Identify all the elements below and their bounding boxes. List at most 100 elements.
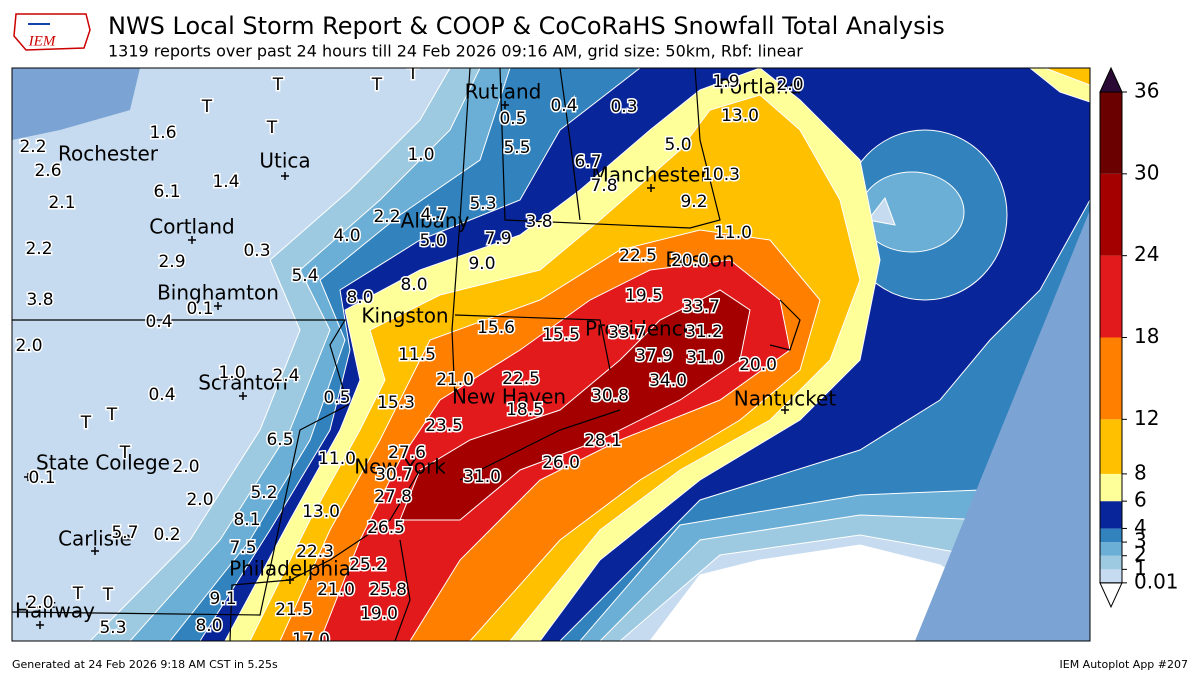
report-value: 8.0 <box>195 616 222 636</box>
report-value: 0.3 <box>243 241 270 261</box>
city-label: Halfway <box>15 599 95 623</box>
city-marker <box>647 184 655 192</box>
report-value: 9.2 <box>680 192 707 212</box>
report-value: 7.9 <box>484 229 511 249</box>
zone <box>867 196 896 226</box>
report-value: 22.3 <box>296 542 334 562</box>
colorbar-bin <box>1100 419 1122 474</box>
city-marker <box>281 172 289 180</box>
city-marker <box>286 576 294 584</box>
report-value: 0.4 <box>145 312 172 332</box>
colorbar-bin <box>1100 569 1122 583</box>
colorbar-tick-label: 3 <box>1134 529 1147 553</box>
report-value: 2.0 <box>186 490 213 510</box>
city-label: New York <box>354 455 446 479</box>
report-value: 1.6 <box>149 123 176 143</box>
report-value: T <box>371 75 383 95</box>
state-border <box>559 68 581 221</box>
state-border <box>451 68 471 401</box>
report-value: 23.5 <box>425 416 463 436</box>
report-value: 21.0 <box>317 580 355 600</box>
report-value: 5.5 <box>503 138 530 158</box>
report-value: 33.7 <box>682 297 720 317</box>
city-marker <box>188 236 196 244</box>
report-value: 5.0 <box>664 135 691 155</box>
report-value: 0.2 <box>153 525 180 545</box>
report-value: 0.5 <box>323 388 350 408</box>
colorbar-bin <box>1100 92 1122 174</box>
report-value: 26.5 <box>367 518 405 538</box>
report-value: 17.0 <box>292 630 330 650</box>
city-label: Rochester <box>58 142 159 166</box>
report-value: 0.4 <box>550 96 577 116</box>
city-label: Albany <box>401 209 470 233</box>
report-value: 13.0 <box>302 502 340 522</box>
report-value: 20.0 <box>671 251 709 271</box>
city-label: Binghamton <box>157 281 279 305</box>
city-label: Kingston <box>361 304 448 328</box>
report-value: 27.8 <box>374 487 412 507</box>
report-value: T <box>266 118 278 138</box>
report-value: 30.8 <box>591 386 629 406</box>
city-label: New Haven <box>452 385 566 409</box>
report-value: 2.2 <box>19 137 46 157</box>
report-value: 0.5 <box>499 109 526 129</box>
city-marker <box>214 302 222 310</box>
report-value: 31.0 <box>463 467 501 487</box>
report-value: 2.6 <box>34 161 61 181</box>
logo: IEM <box>13 13 91 51</box>
report-value: 4.0 <box>333 226 360 246</box>
colorbar-tick-label: 36 <box>1134 79 1159 103</box>
report-value: T <box>119 443 131 463</box>
report-value: 28.1 <box>584 431 622 451</box>
colorbar-tick-label: 1 <box>1134 556 1147 580</box>
report-value: 15.3 <box>377 393 415 413</box>
colorbar-tick-label: 24 <box>1134 242 1159 266</box>
coast <box>459 409 621 481</box>
report-value: 11.5 <box>398 345 436 365</box>
colorbar-tick-label: 12 <box>1134 406 1159 430</box>
footer-left: Generated at 24 Feb 2026 9:18 AM CST in … <box>12 658 278 671</box>
report-value: 8.0 <box>346 288 373 308</box>
colorbar-tick-label: 8 <box>1134 460 1147 484</box>
report-value: 6.1 <box>153 182 180 202</box>
report-value: 7.8 <box>590 176 617 196</box>
colorbar-tick-label: 4 <box>1134 515 1147 539</box>
city-label: Portland <box>719 75 802 99</box>
city-label: State College <box>36 451 170 475</box>
city-marker <box>239 392 247 400</box>
colorbar-tick-label: 0.01 <box>1134 569 1179 593</box>
report-value: T <box>80 413 92 433</box>
report-value: 5.2 <box>250 483 277 503</box>
logo-text: IEM <box>28 33 57 49</box>
report-value: 26.0 <box>542 453 580 473</box>
report-value: 19.5 <box>625 286 663 306</box>
city-label: Manchester <box>592 163 710 187</box>
report-value: 31.0 <box>686 348 724 368</box>
zone <box>1044 68 1090 86</box>
report-value: 2.0 <box>776 75 803 95</box>
report-value: 6.5 <box>266 430 293 450</box>
state-border <box>499 68 721 229</box>
report-value: 21.5 <box>275 600 313 620</box>
subtitle: 1319 reports over past 24 hours till 24 … <box>108 42 803 61</box>
zone <box>399 289 751 521</box>
report-value: 31.2 <box>685 322 723 342</box>
footer-right: IEM Autoplot App #207 <box>1060 658 1189 671</box>
colorbar-under <box>1099 582 1123 609</box>
report-value: 5.3 <box>469 194 496 214</box>
state-border <box>454 314 611 371</box>
report-value: 2.4 <box>272 366 299 386</box>
report-value: 5.3 <box>99 618 126 638</box>
report-value: 33.7 <box>608 323 646 343</box>
borders <box>12 68 801 641</box>
colorbar-bin <box>1100 528 1122 543</box>
report-value: 18.5 <box>506 400 544 420</box>
city-marker <box>24 473 32 481</box>
colorbar-bin <box>1100 542 1122 556</box>
report-value: 0.1 <box>28 468 55 488</box>
report-value: 2.0 <box>172 457 199 477</box>
report-value: 1.4 <box>212 172 239 192</box>
map-frame <box>11 67 1091 642</box>
report-value: 19.0 <box>360 604 398 624</box>
